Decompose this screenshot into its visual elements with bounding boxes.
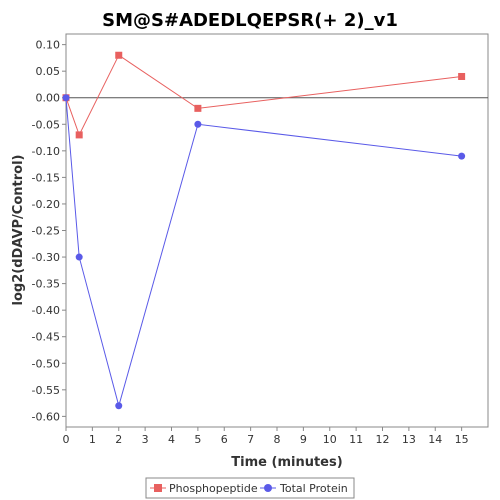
y-tick-label: -0.10 xyxy=(32,145,60,158)
x-tick-label: 6 xyxy=(221,433,228,446)
y-tick-label: -0.40 xyxy=(32,304,60,317)
data-point-total-protein xyxy=(62,94,70,102)
data-point-total-protein xyxy=(458,152,466,160)
x-axis: 0 1 2 3 4 5 6 7 8 9 10 11 12 13 14 15 xyxy=(63,427,469,446)
legend-label-total-protein: Total Protein xyxy=(279,482,348,495)
legend-box xyxy=(145,477,355,499)
series-layer xyxy=(62,51,466,410)
y-tick-label: -0.15 xyxy=(32,171,60,184)
data-point-phosphopeptide xyxy=(194,104,202,112)
legend-marker-total-protein xyxy=(264,484,272,492)
y-tick-label: 0.05 xyxy=(36,65,61,78)
x-tick-label: 8 xyxy=(274,433,281,446)
x-tick-label: 3 xyxy=(142,433,149,446)
data-point-total-protein xyxy=(115,402,123,410)
x-tick-label: 1 xyxy=(89,433,96,446)
y-tick-label: 0.10 xyxy=(36,39,61,52)
x-tick-label: 0 xyxy=(63,433,70,446)
y-tick-label: -0.20 xyxy=(32,198,60,211)
y-tick-label: -0.50 xyxy=(32,357,60,370)
legend-label-phosphopeptide: Phosphopeptide xyxy=(169,482,258,495)
y-tick-label: -0.45 xyxy=(32,331,60,344)
y-tick-label: -0.60 xyxy=(32,410,60,423)
legend: Phosphopeptide Total Protein xyxy=(145,477,355,499)
x-tick-label: 12 xyxy=(376,433,390,446)
chart-title: SM@S#ADEDLQEPSR(+ 2)_v1 xyxy=(102,10,398,31)
x-tick-label: 13 xyxy=(402,433,416,446)
y-tick-label: -0.05 xyxy=(32,118,60,131)
legend-marker-phosphopeptide xyxy=(154,484,162,492)
x-tick-label: 15 xyxy=(455,433,469,446)
y-tick-label: -0.30 xyxy=(32,251,60,264)
y-tick-label: -0.25 xyxy=(32,225,60,238)
data-point-phosphopeptide xyxy=(115,51,123,59)
data-point-phosphopeptide xyxy=(458,72,466,80)
x-tick-label: 2 xyxy=(115,433,122,446)
x-tick-label: 9 xyxy=(300,433,307,446)
x-axis-label: Time (minutes) xyxy=(231,455,342,470)
x-tick-label: 10 xyxy=(323,433,337,446)
x-tick-label: 5 xyxy=(194,433,201,446)
data-point-phosphopeptide xyxy=(75,131,83,139)
x-tick-label: 4 xyxy=(168,433,175,446)
data-point-total-protein xyxy=(75,253,83,261)
y-tick-label: -0.55 xyxy=(32,384,60,397)
data-point-total-protein xyxy=(194,120,202,128)
y-tick-label: 0.00 xyxy=(36,92,61,105)
x-tick-label: 7 xyxy=(247,433,254,446)
x-tick-label: 14 xyxy=(428,433,442,446)
y-axis: 0.10 0.05 0.00 -0.05 -0.10 -0.15 -0.20 -0.25 -0.… xyxy=(32,39,66,423)
y-axis-label: log2(dDAVP/Control) xyxy=(11,155,26,306)
y-tick-label: -0.35 xyxy=(32,278,60,291)
x-tick-label: 11 xyxy=(349,433,363,446)
plot-area xyxy=(65,33,489,428)
